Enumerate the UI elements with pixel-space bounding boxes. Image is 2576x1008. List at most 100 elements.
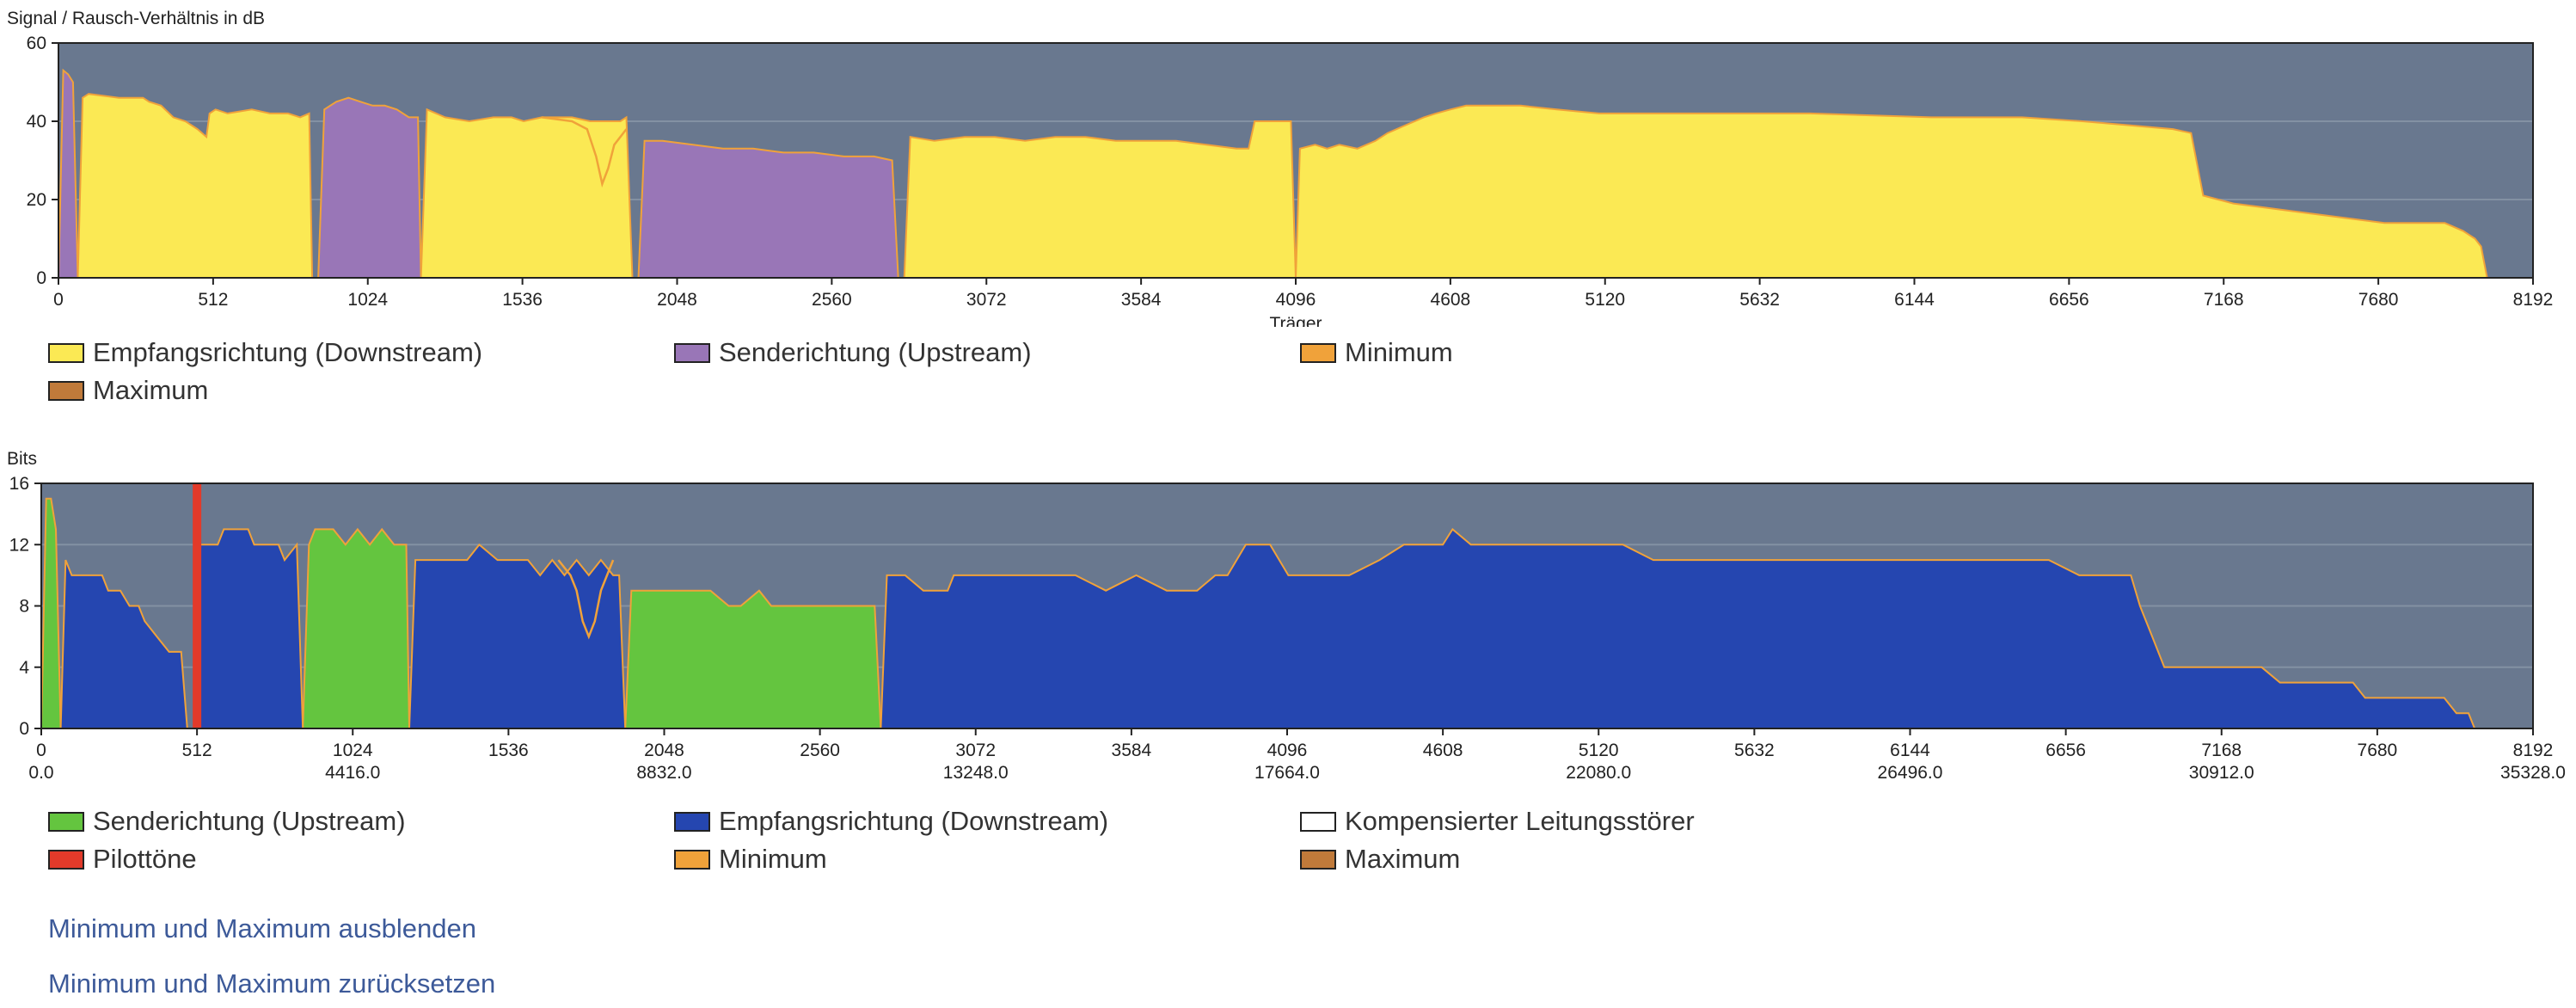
x-tick-label: 3584 xyxy=(1121,290,1162,310)
series-line-minimum xyxy=(541,116,628,188)
hide-minmax-link[interactable]: Minimum und Maximum ausblenden xyxy=(48,913,476,943)
series-area xyxy=(59,559,188,729)
x-tick-label: 4608 xyxy=(1423,741,1463,760)
snr-legend-downstream[interactable]: Empfangsrichtung (Downstream) xyxy=(48,337,482,368)
x-tick-label: 4096 xyxy=(1267,741,1308,760)
swatch-icon xyxy=(48,380,84,401)
swatch-icon xyxy=(48,342,84,363)
series-area xyxy=(408,543,627,729)
x-tick-label: 5120 xyxy=(1585,290,1625,310)
snr-legend-upstream[interactable]: Senderichtung (Upstream) xyxy=(674,337,1032,368)
x-tick-label-secondary: 4416.0 xyxy=(325,763,380,783)
swatch-icon xyxy=(1300,342,1336,363)
bits-legend-compensated[interactable]: Kompensierter Leitungsstörer xyxy=(1300,806,1695,837)
x-tick-label: 4096 xyxy=(1276,290,1316,310)
series-area xyxy=(317,96,422,279)
legend-label: Empfangsrichtung (Downstream) xyxy=(719,806,1109,836)
y-tick-label: 8 xyxy=(19,597,29,617)
series-area xyxy=(196,528,304,729)
y-tick-label: 60 xyxy=(27,34,46,53)
y-tick-label: 4 xyxy=(19,658,29,678)
x-tick-label: 1536 xyxy=(502,290,543,310)
reset-minmax-link[interactable]: Minimum und Maximum zurücksetzen xyxy=(48,968,496,999)
x-tick-label: 512 xyxy=(182,741,212,760)
swatch-icon xyxy=(1300,849,1336,870)
series-area xyxy=(302,527,411,729)
x-tick-label: 3072 xyxy=(966,290,1007,310)
x-tick-label: 5632 xyxy=(1739,290,1780,310)
x-tick-label-secondary: 30912.0 xyxy=(2189,763,2254,783)
series-line-minimum xyxy=(557,559,615,640)
legend-label: Maximum xyxy=(93,375,209,405)
series-area xyxy=(77,93,314,279)
swatch-icon xyxy=(674,811,710,832)
bits-legend-downstream[interactable]: Empfangsrichtung (Downstream) xyxy=(674,806,1108,837)
legend-label: Senderichtung (Upstream) xyxy=(93,806,406,836)
series-area xyxy=(637,139,899,279)
x-tick-label: 7680 xyxy=(2358,290,2399,310)
x-tick-label: 0 xyxy=(53,290,64,310)
x-tick-label: 1024 xyxy=(347,290,388,310)
y-axis-title: Bits xyxy=(7,449,37,469)
legend-label: Senderichtung (Upstream) xyxy=(719,337,1032,367)
x-tick-label-secondary: 13248.0 xyxy=(943,763,1009,783)
series-area xyxy=(903,104,2488,279)
snr-legend-maximum[interactable]: Maximum xyxy=(48,375,208,406)
legend-label: Pilottöne xyxy=(93,844,197,874)
x-tick-label-secondary: 22080.0 xyxy=(1566,763,1631,783)
x-tick-label: 4608 xyxy=(1431,290,1471,310)
snr-chart: 60 40 20 00 512 1024 1536 2048 2560 3072 3584 4096 4… xyxy=(7,9,2554,327)
x-tick-label: 0 xyxy=(36,741,46,760)
snr-legend-minimum[interactable]: Minimum xyxy=(1300,337,1453,368)
x-tick-label: 512 xyxy=(198,290,228,310)
x-tick-label: 7168 xyxy=(2204,290,2244,310)
y-tick-label: 40 xyxy=(27,112,46,132)
bits-legend-pilot[interactable]: Pilottöne xyxy=(48,844,197,875)
bits-chart: 16 12 8 4 00 512 1024 1536 2048 2560 3072 3584 4096 4… xyxy=(7,449,2566,783)
x-tick-label: 6144 xyxy=(1894,290,1935,310)
bits-legend-maximum[interactable]: Maximum xyxy=(1300,844,1460,875)
x-tick-label-secondary: 17664.0 xyxy=(1254,763,1320,783)
legend-label: Maximum xyxy=(1345,844,1461,874)
x-tick-label: 5632 xyxy=(1734,741,1775,760)
legend-label: Empfangsrichtung (Downstream) xyxy=(93,337,483,367)
legend-label: Kompensierter Leitungsstörer xyxy=(1345,806,1695,836)
x-tick-label-secondary: 35328.0 xyxy=(2500,763,2566,783)
bits-legend-minimum[interactable]: Minimum xyxy=(674,844,827,875)
x-tick-label: 2048 xyxy=(657,290,697,310)
x-tick-label: 6656 xyxy=(2049,290,2089,310)
x-tick-label: 6656 xyxy=(2045,741,2086,760)
x-tick-label: 7680 xyxy=(2358,741,2398,760)
x-tick-label: 2048 xyxy=(644,741,684,760)
x-tick-label: 3584 xyxy=(1112,741,1152,760)
series-area xyxy=(880,527,2476,729)
x-tick-label: 8192 xyxy=(2513,741,2554,760)
series-area xyxy=(624,589,882,729)
swatch-icon xyxy=(48,849,84,870)
y-axis-title: Signal / Rausch-Verhältnis in dB xyxy=(7,9,265,28)
bits-legend-upstream[interactable]: Senderichtung (Upstream) xyxy=(48,806,406,837)
y-tick-label: 16 xyxy=(9,474,29,494)
y-tick-label: 12 xyxy=(9,535,29,555)
swatch-icon xyxy=(1300,811,1336,832)
x-tick-label: 1024 xyxy=(333,741,373,760)
x-axis-title: Träger xyxy=(1269,314,1322,327)
x-tick-label: 7168 xyxy=(2201,741,2242,760)
series-area xyxy=(420,108,634,279)
pilot-tone-bar xyxy=(193,483,202,728)
legend-label: Minimum xyxy=(1345,337,1453,367)
x-tick-label: 8192 xyxy=(2513,290,2554,310)
y-tick-label: 20 xyxy=(27,190,46,210)
y-tick-label: 0 xyxy=(36,268,46,288)
snr-legend: Empfangsrichtung (Downstream) Sendericht… xyxy=(48,337,1940,415)
y-tick-label: 0 xyxy=(19,719,29,739)
legend-label: Minimum xyxy=(719,844,827,874)
x-tick-label: 2560 xyxy=(812,290,852,310)
x-tick-label: 1536 xyxy=(488,741,529,760)
x-tick-label: 3072 xyxy=(955,741,996,760)
bits-legend: Senderichtung (Upstream) Empfangsrichtun… xyxy=(48,806,1940,883)
x-tick-label: 2560 xyxy=(800,741,840,760)
x-tick-label-secondary: 0.0 xyxy=(28,763,53,783)
x-tick-label: 5120 xyxy=(1579,741,1619,760)
swatch-icon xyxy=(674,849,710,870)
